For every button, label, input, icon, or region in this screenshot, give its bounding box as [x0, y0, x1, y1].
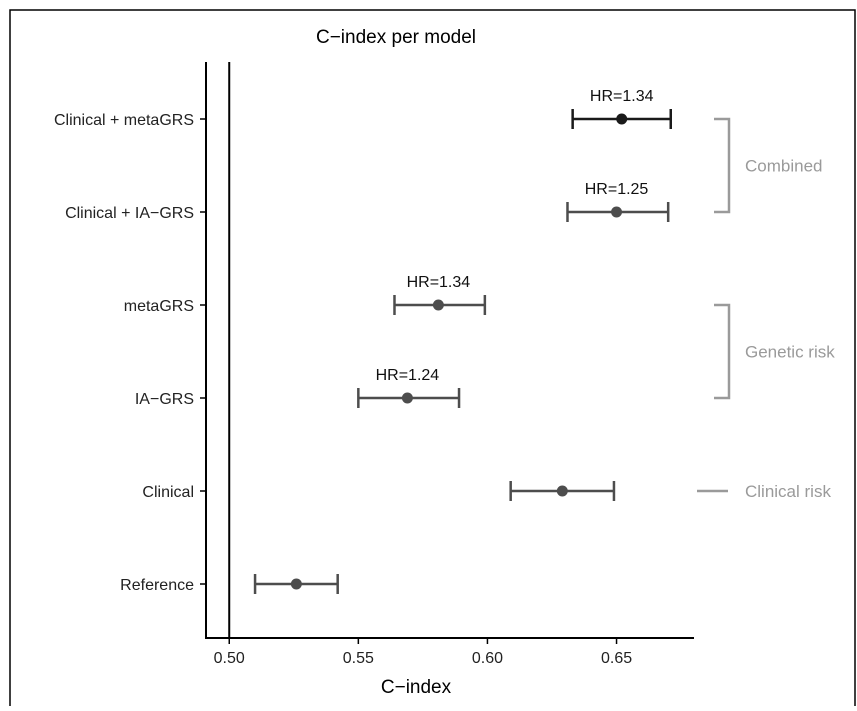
x-tick-label: 0.60	[472, 650, 503, 667]
group-label: Combined	[745, 157, 823, 176]
hr-annotation: HR=1.34	[590, 88, 654, 105]
group-label: Clinical risk	[745, 482, 831, 501]
x-axis-label: C−index	[381, 677, 452, 698]
group-label: Genetic risk	[745, 343, 835, 362]
hr-annotation: HR=1.24	[376, 367, 440, 384]
x-tick-label: 0.55	[343, 650, 374, 667]
hr-annotation: HR=1.34	[407, 274, 471, 291]
y-tick-label: IA−GRS	[135, 391, 194, 408]
plot-area: 0.50 0.55 0.60 0.65 Clinical + metaGRS HR=1.3…	[54, 62, 835, 667]
y-tick-label: Reference	[120, 577, 194, 594]
y-tick-label: metaGRS	[124, 298, 194, 315]
chart-title: C−index per model	[316, 27, 476, 48]
point-estimate	[616, 113, 628, 125]
y-tick-label: Clinical	[142, 484, 194, 501]
point-estimate	[611, 206, 623, 218]
group-bracket	[714, 117, 731, 214]
point-estimate	[432, 299, 444, 311]
point-estimate	[556, 485, 568, 497]
hr-annotation: HR=1.25	[585, 181, 649, 198]
x-tick-label: 0.50	[214, 650, 245, 667]
point-estimate	[290, 578, 302, 590]
x-tick-label: 0.65	[601, 650, 632, 667]
y-tick-label: Clinical + metaGRS	[54, 112, 194, 129]
point-estimate	[401, 392, 413, 404]
group-bracket	[714, 303, 731, 400]
y-tick-label: Clinical + IA−GRS	[65, 205, 194, 222]
